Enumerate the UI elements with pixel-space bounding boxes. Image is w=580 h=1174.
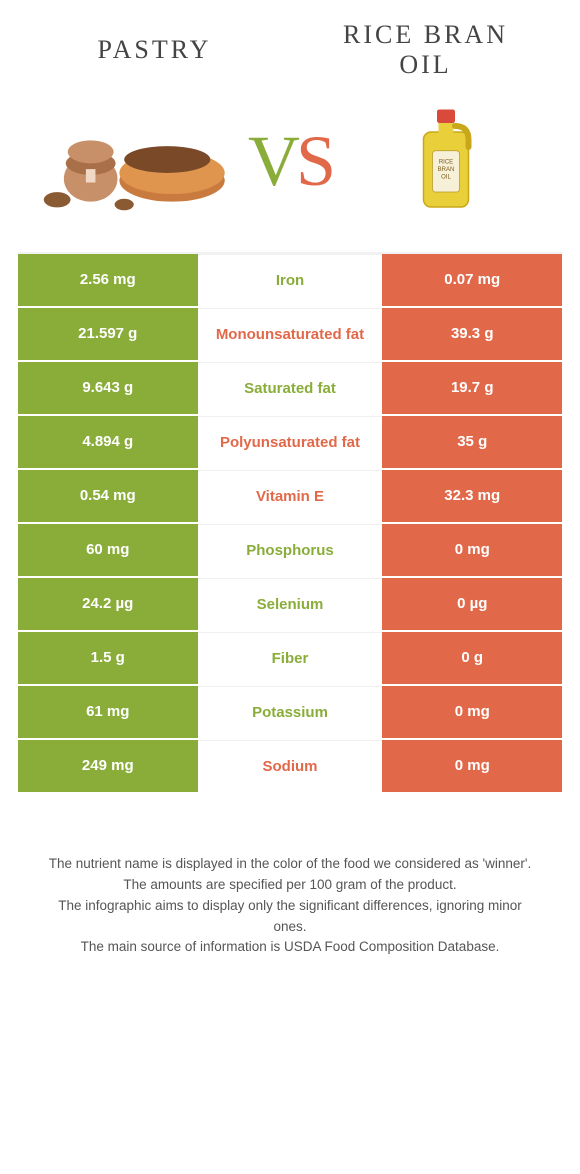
- table-row: 61 mgPotassium0 mg: [18, 686, 562, 740]
- right-value: 0.07 mg: [382, 254, 562, 306]
- left-title: Pastry: [48, 35, 261, 65]
- comparison-table: 2.56 mgIron0.07 mg21.597 gMonounsaturate…: [18, 252, 562, 794]
- right-value: 0 mg: [382, 686, 562, 738]
- nutrient-name: Selenium: [198, 578, 383, 630]
- left-value: 9.643 g: [18, 362, 198, 414]
- table-row: 1.5 gFiber0 g: [18, 632, 562, 686]
- right-value: 32.3 mg: [382, 470, 562, 522]
- footer-line: The nutrient name is displayed in the co…: [48, 854, 532, 875]
- table-row: 249 mgSodium0 mg: [18, 740, 562, 794]
- left-value: 249 mg: [18, 740, 198, 792]
- footer-line: The infographic aims to display only the…: [48, 896, 532, 938]
- right-value: 0 µg: [382, 578, 562, 630]
- table-row: 4.894 gPolyunsaturated fat35 g: [18, 416, 562, 470]
- left-value: 0.54 mg: [18, 470, 198, 522]
- svg-text:RICE: RICE: [439, 159, 453, 165]
- nutrient-name: Vitamin E: [198, 470, 383, 522]
- right-value: 35 g: [382, 416, 562, 468]
- left-value: 60 mg: [18, 524, 198, 576]
- left-value: 1.5 g: [18, 632, 198, 684]
- right-value: 0 g: [382, 632, 562, 684]
- nutrient-name: Polyunsaturated fat: [198, 416, 383, 468]
- nutrient-name: Fiber: [198, 632, 383, 684]
- titles-row: Pastry Rice bran oil: [18, 0, 562, 90]
- nutrient-name: Saturated fat: [198, 362, 383, 414]
- right-title: Rice bran oil: [319, 20, 532, 80]
- nutrient-name: Sodium: [198, 740, 383, 792]
- nutrient-name: Iron: [198, 254, 383, 306]
- left-value: 21.597 g: [18, 308, 198, 360]
- nutrient-name: Phosphorus: [198, 524, 383, 576]
- table-row: 24.2 µgSelenium0 µg: [18, 578, 562, 632]
- vs-label: VS: [248, 120, 332, 203]
- footer-notes: The nutrient name is displayed in the co…: [18, 794, 562, 959]
- nutrient-name: Potassium: [198, 686, 383, 738]
- right-value: 19.7 g: [382, 362, 562, 414]
- table-row: 0.54 mgVitamin E32.3 mg: [18, 470, 562, 524]
- pastry-image: [38, 102, 230, 222]
- nutrient-name: Monounsaturated fat: [198, 308, 383, 360]
- svg-text:BRAN: BRAN: [438, 167, 455, 173]
- table-row: 9.643 gSaturated fat19.7 g: [18, 362, 562, 416]
- table-row: 21.597 gMonounsaturated fat39.3 g: [18, 308, 562, 362]
- right-value: 0 mg: [382, 740, 562, 792]
- left-value: 4.894 g: [18, 416, 198, 468]
- oil-image: RICE BRAN OIL: [350, 102, 542, 222]
- table-row: 2.56 mgIron0.07 mg: [18, 254, 562, 308]
- vs-v: V: [248, 121, 296, 201]
- left-value: 2.56 mg: [18, 254, 198, 306]
- footer-line: The amounts are specified per 100 gram o…: [48, 875, 532, 896]
- hero-row: VS RICE BRAN OIL: [18, 90, 562, 252]
- left-value: 61 mg: [18, 686, 198, 738]
- right-value: 39.3 g: [382, 308, 562, 360]
- vs-s: S: [296, 121, 332, 201]
- table-row: 60 mgPhosphorus0 mg: [18, 524, 562, 578]
- right-value: 0 mg: [382, 524, 562, 576]
- svg-text:OIL: OIL: [441, 174, 451, 180]
- footer-line: The main source of information is USDA F…: [48, 937, 532, 958]
- left-value: 24.2 µg: [18, 578, 198, 630]
